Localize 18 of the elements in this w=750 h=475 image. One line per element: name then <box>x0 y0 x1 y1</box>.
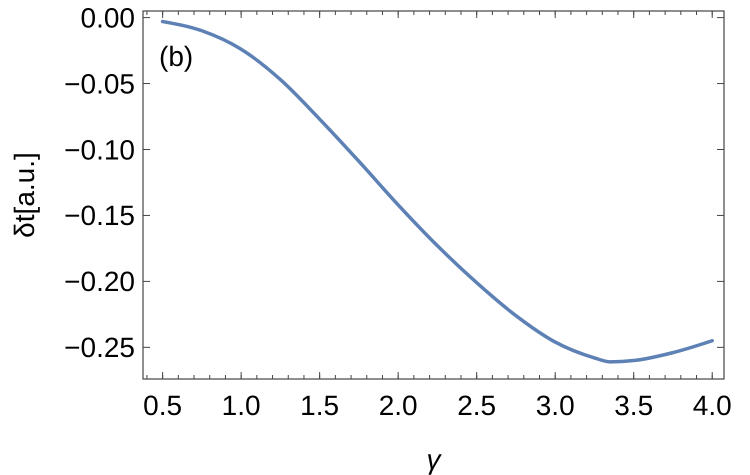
x-tick-label: 2.5 <box>457 390 496 421</box>
x-tick-label: 1.0 <box>222 390 261 421</box>
annotation: (b) <box>159 41 194 72</box>
x-tick-label: 3.5 <box>614 390 654 421</box>
y-tick-label: −0.15 <box>64 200 135 232</box>
y-tick-label: −0.05 <box>64 68 135 100</box>
y-tick-label: −0.20 <box>64 266 135 298</box>
x-tick-label: 2.0 <box>378 390 418 421</box>
x-tick-label: 1.5 <box>300 390 340 421</box>
x-tick-label: 4.0 <box>692 390 732 421</box>
y-tick-label: 0.00 <box>80 2 135 34</box>
line-series <box>160 20 714 364</box>
x-tick-label: 3.0 <box>536 390 575 421</box>
x-tick-label: 0.5 <box>143 390 182 421</box>
y-tick-label: −0.25 <box>64 332 135 364</box>
x-axis-title: γ <box>426 444 442 475</box>
y-axis-title: δt[a.u.] <box>9 152 40 238</box>
y-tick-label: −0.10 <box>64 134 135 166</box>
